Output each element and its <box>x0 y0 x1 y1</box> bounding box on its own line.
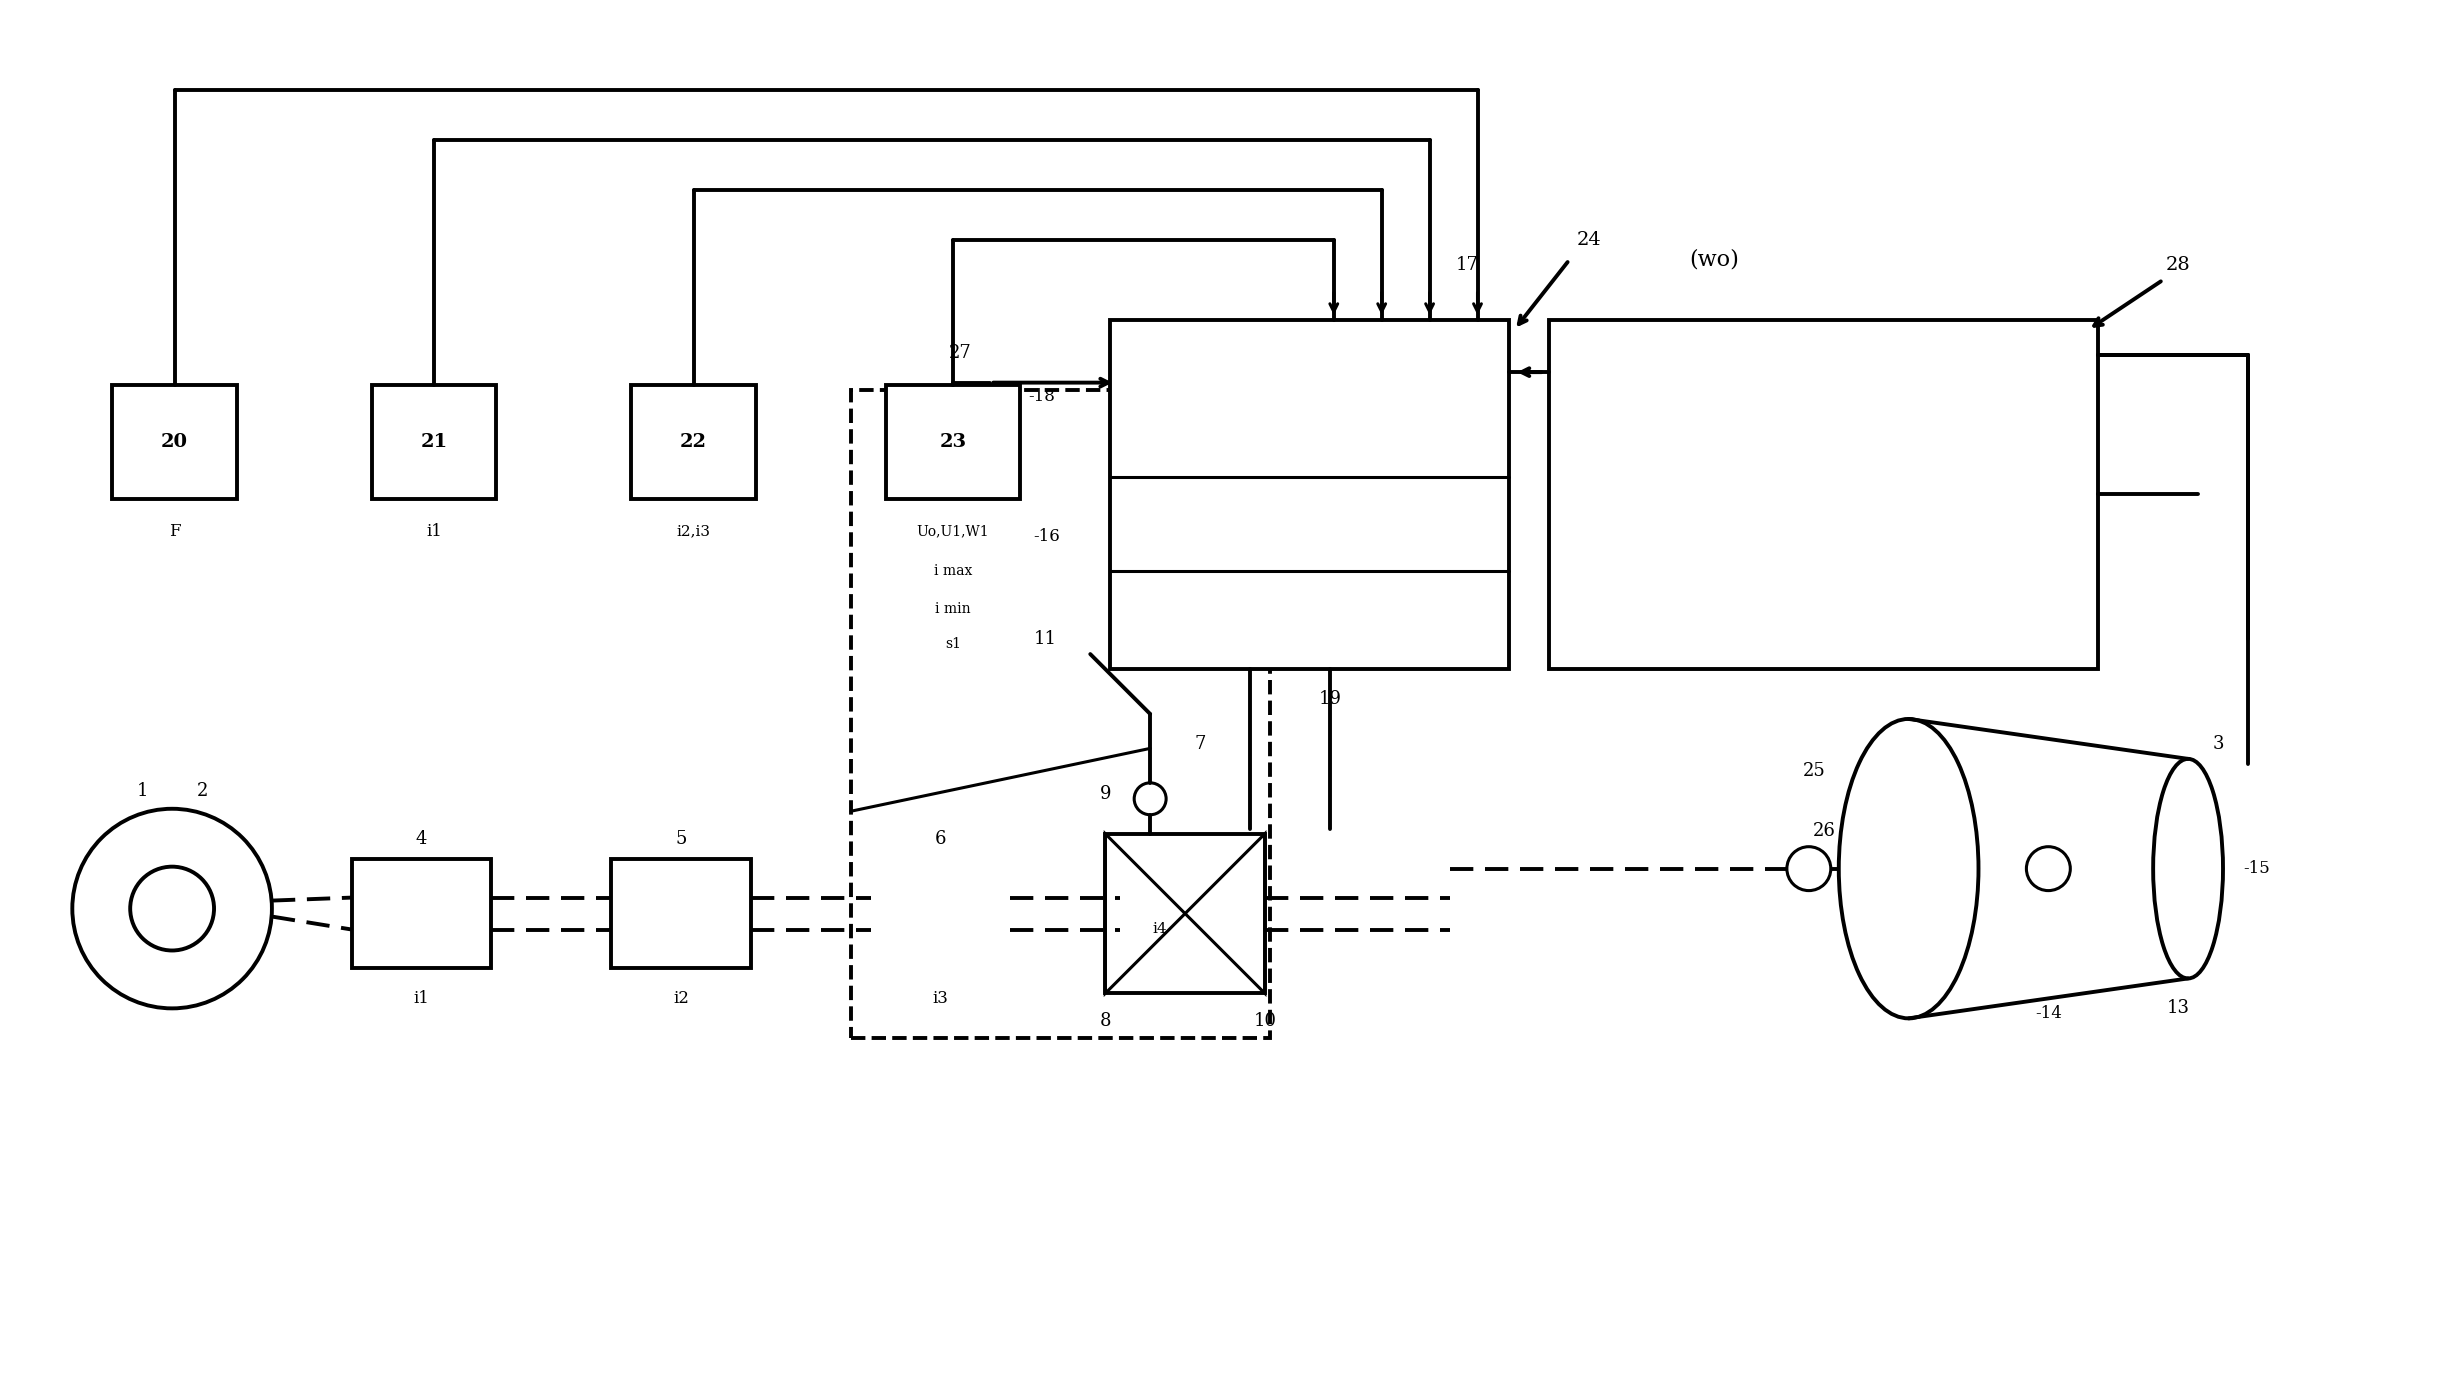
Text: 23: 23 <box>939 433 966 451</box>
Text: 13: 13 <box>2167 999 2189 1017</box>
Text: i4: i4 <box>1152 921 1167 936</box>
Text: 22: 22 <box>681 433 708 451</box>
Text: i max: i max <box>934 564 973 578</box>
Text: i2: i2 <box>673 990 688 1007</box>
Text: 3: 3 <box>2211 735 2224 753</box>
Text: F: F <box>170 522 179 540</box>
Text: 1: 1 <box>138 782 147 800</box>
Text: 21: 21 <box>420 433 447 451</box>
Text: 17: 17 <box>1457 256 1479 274</box>
Text: 20: 20 <box>162 433 189 451</box>
Text: i2,i3: i2,i3 <box>676 524 710 539</box>
Text: 19: 19 <box>1319 690 1342 708</box>
Text: (wo): (wo) <box>1688 249 1740 271</box>
Text: 28: 28 <box>2165 256 2192 274</box>
Text: 11: 11 <box>1034 631 1057 649</box>
Text: 5: 5 <box>676 829 688 847</box>
Bar <box>885 385 1020 500</box>
Bar <box>371 385 496 500</box>
Bar <box>870 858 1010 968</box>
Bar <box>1111 319 1509 669</box>
Bar <box>351 858 491 968</box>
Text: 4: 4 <box>415 829 428 847</box>
Text: 27: 27 <box>948 343 973 361</box>
Text: Uo,U1,W1: Uo,U1,W1 <box>916 524 990 539</box>
Bar <box>850 389 1270 1039</box>
Text: i1: i1 <box>425 522 442 540</box>
Text: 8: 8 <box>1098 1013 1111 1031</box>
Bar <box>612 858 752 968</box>
Text: 24: 24 <box>1577 231 1602 249</box>
Bar <box>631 385 757 500</box>
Text: i3: i3 <box>934 990 948 1007</box>
Text: 2: 2 <box>197 782 209 800</box>
Text: -14: -14 <box>2034 1004 2061 1022</box>
Text: i1: i1 <box>413 990 430 1007</box>
Text: 6: 6 <box>934 829 946 847</box>
Text: i min: i min <box>936 603 971 617</box>
Text: 10: 10 <box>1253 1013 1278 1031</box>
Bar <box>1550 319 2098 669</box>
Bar <box>113 385 236 500</box>
Text: -15: -15 <box>2243 860 2270 876</box>
Text: 25: 25 <box>1803 763 1826 781</box>
Text: -18: -18 <box>1029 388 1057 406</box>
Text: -16: -16 <box>1034 528 1061 544</box>
Text: 9: 9 <box>1098 785 1111 803</box>
Text: 26: 26 <box>1813 822 1835 840</box>
Text: 7: 7 <box>1194 735 1206 753</box>
Bar <box>1106 833 1265 993</box>
Text: s1: s1 <box>946 638 961 651</box>
